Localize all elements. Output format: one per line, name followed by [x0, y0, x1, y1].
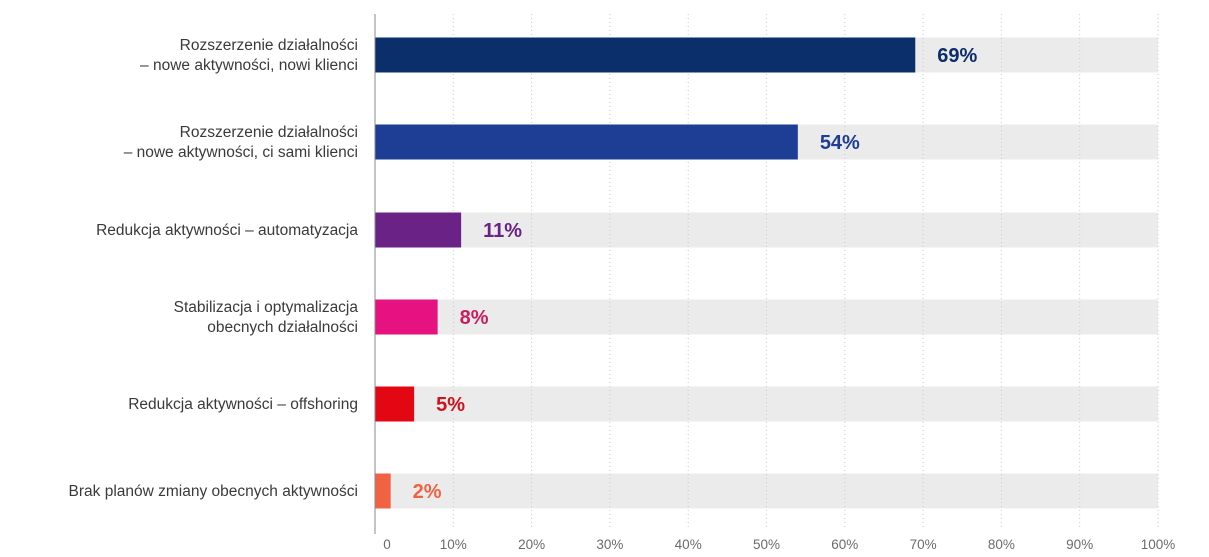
bar	[375, 37, 916, 73]
x-tick-label: 30%	[596, 537, 623, 552]
x-tick-label: 40%	[675, 537, 702, 552]
x-tick-label: 0	[383, 537, 391, 552]
x-tick-label: 90%	[1066, 537, 1093, 552]
bar	[375, 124, 798, 160]
data-label: 69%	[937, 45, 977, 67]
bar-track	[375, 386, 1158, 422]
category-label: Redukcja aktywności – automatyzacja	[96, 222, 358, 239]
category-label: – nowe aktywności, nowi klienci	[140, 57, 358, 74]
category-label: obecnych działalności	[207, 319, 358, 336]
x-tick-label: 50%	[753, 537, 780, 552]
data-label: 2%	[413, 481, 442, 503]
x-tick-label: 10%	[440, 537, 467, 552]
data-label: 54%	[820, 132, 860, 154]
data-label: 5%	[436, 394, 465, 416]
x-tick-label: 20%	[518, 537, 545, 552]
data-label: 11%	[483, 220, 522, 242]
category-label: Rozszerzenie działalności	[180, 124, 358, 141]
category-label: – nowe aktywności, ci sami klienci	[124, 144, 358, 161]
category-label: Redukcja aktywności – offshoring	[128, 396, 358, 413]
bar	[375, 386, 415, 422]
x-tick-label: 80%	[988, 537, 1015, 552]
x-tick-label: 100%	[1141, 537, 1176, 552]
category-label: Stabilizacja i optymalizacja	[174, 299, 359, 316]
category-label: Rozszerzenie działalności	[180, 37, 358, 54]
bar	[375, 299, 438, 335]
x-tick-label: 60%	[831, 537, 858, 552]
bar	[375, 212, 462, 248]
bar	[375, 473, 391, 509]
x-tick-label: 70%	[910, 537, 937, 552]
data-label: 8%	[460, 307, 489, 329]
bar-track	[375, 299, 1158, 335]
category-label: Brak planów zmiany obecnych aktywności	[69, 483, 358, 500]
